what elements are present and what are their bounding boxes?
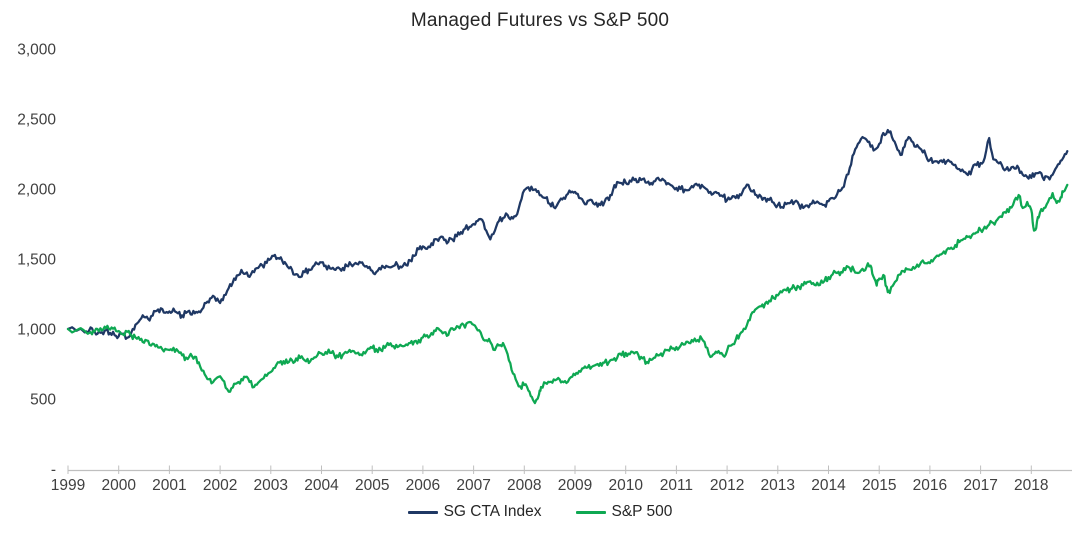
chart-title: Managed Futures vs S&P 500 (410, 10, 670, 31)
y-axis-label: 2,000 (17, 182, 56, 199)
x-axis-label: 2015 (862, 477, 896, 494)
sp500-line-swatch (575, 510, 606, 514)
y-axis-label: 1,000 (17, 322, 56, 339)
legend-item-sg-cta: SG CTA Index (407, 503, 542, 521)
x-axis-label: 2017 (963, 477, 997, 494)
x-axis-label: 2009 (558, 477, 592, 494)
sg-cta-line-swatch (407, 510, 438, 514)
legend-label-sp500: S&P 500 (611, 503, 673, 520)
x-axis-label: 2000 (101, 477, 136, 494)
y-axis-label: 3,000 (17, 42, 56, 59)
x-axis-label: 2014 (811, 477, 846, 494)
x-axis-label: 2012 (710, 477, 744, 494)
x-axis-label: 2005 (355, 477, 389, 494)
legend-label-sg-cta: SG CTA Index (443, 503, 542, 520)
x-axis-label: 2010 (608, 477, 643, 494)
x-axis-label: 2002 (203, 477, 237, 494)
x-axis-label: 2003 (254, 477, 288, 494)
y-axis-label: - (51, 462, 56, 479)
x-axis-label: 2016 (913, 477, 947, 494)
x-axis-label: 1999 (51, 477, 85, 494)
x-axis-label: 2011 (660, 477, 693, 494)
series-line-sp500 (66, 183, 1069, 405)
y-axis-label: 1,500 (17, 252, 56, 269)
x-axis-label: 2007 (456, 477, 490, 494)
x-axis-label: 2013 (761, 477, 795, 494)
x-axis-label: 2004 (304, 477, 339, 494)
x-axis-label: 2006 (406, 477, 440, 494)
y-axis-label: 2,500 (17, 112, 56, 129)
series-line-sg-cta-index (66, 128, 1069, 340)
x-axis-label: 2008 (507, 477, 541, 494)
x-axis-label: 2001 (152, 477, 186, 494)
x-axis-label: 2018 (1014, 477, 1048, 494)
legend: SG CTA Index S&P 500 (0, 503, 1080, 521)
y-axis-label: 500 (30, 392, 56, 409)
legend-item-sp500: S&P 500 (575, 503, 673, 521)
